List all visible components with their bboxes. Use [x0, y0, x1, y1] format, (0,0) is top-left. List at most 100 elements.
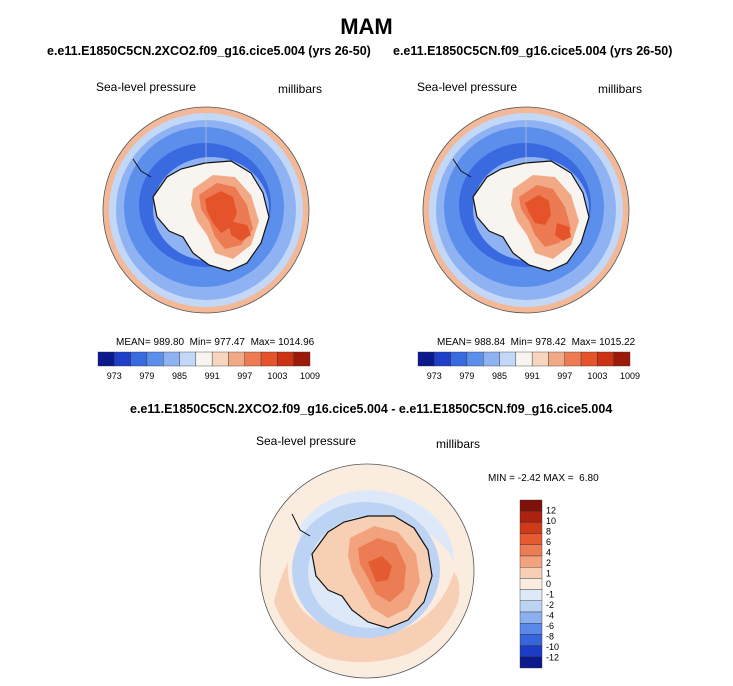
difference-colorbar-tick-label: 6: [546, 537, 551, 547]
panel2-colorbar: 973979985991997100310091015: [417, 351, 640, 381]
panel2-max-label: Max=: [571, 337, 597, 348]
difference-colorbar-swatch: [519, 589, 543, 601]
panel1-stats: MEAN= 989.80 Min= 977.47 Max= 1014.96: [116, 337, 314, 348]
panel2-stats: MEAN= 988.84 Min= 978.42 Max= 1015.22: [437, 337, 635, 348]
difference-variable-label: Sea-level pressure: [256, 434, 357, 448]
difference-colorbar-swatch: [519, 600, 543, 613]
panel1-colorbar-swatch: [195, 351, 213, 367]
difference-colorbar-swatch: [519, 522, 543, 534]
difference-colorbar-swatch: [519, 555, 543, 568]
panel1-max-label: Max=: [250, 337, 276, 348]
panel1-colorbar-tick-label: 973: [107, 371, 122, 381]
panel2-title: e.e11.E1850C5CN.f09_g16.cice5.004 (yrs 2…: [393, 44, 673, 58]
panel1-map: [102, 106, 310, 314]
difference-colorbar-tick-label: 4: [546, 548, 551, 558]
panel1-variable-label: Sea-level pressure: [96, 80, 197, 94]
panel2-colorbar-swatch: [499, 351, 517, 367]
panel1-mean-label: MEAN=: [116, 337, 151, 348]
difference-colorbar-tick-label: -10: [546, 642, 559, 652]
panel2-colorbar-tick-label: 1003: [587, 371, 607, 381]
panel1-colorbar-swatch: [228, 351, 245, 367]
difference-min-label: MIN =: [488, 473, 515, 484]
difference-title: e.e11.E1850C5CN.2XCO2.f09_g16.cice5.004 …: [130, 402, 613, 416]
panel1-colorbar-swatch: [130, 351, 148, 367]
panel2-colorbar-swatch: [483, 351, 500, 367]
difference-map: [259, 463, 475, 679]
difference-units-label: millibars: [436, 437, 481, 451]
difference-max-label: MAX =: [543, 473, 574, 484]
panel2-colorbar-swatch: [548, 351, 565, 367]
panel2-colorbar-tick-label: 997: [557, 371, 572, 381]
difference-colorbar-tick-label: -6: [546, 621, 554, 631]
difference-colorbar-swatch: [519, 611, 543, 624]
panel2-colorbar-swatch: [466, 351, 484, 367]
panel2-mean: 988.84: [474, 337, 506, 348]
panel1-colorbar-tick-label: 985: [172, 371, 187, 381]
difference-colorbar-tick-label: 10: [546, 516, 556, 526]
difference-colorbar-tick-label: 0: [546, 579, 551, 589]
panel2-colorbar-tick-label: 973: [427, 371, 442, 381]
panel2-colorbar-swatch: [580, 351, 598, 367]
panel2-max: 1015.22: [599, 337, 636, 348]
difference-colorbar-swatch: [519, 622, 543, 635]
panel1-colorbar-swatch: [114, 351, 131, 367]
difference-colorbar-swatch: [519, 510, 543, 523]
difference-colorbar-tick-label: -4: [546, 611, 554, 621]
difference-colorbar-tick-label: -8: [546, 632, 554, 642]
panel1-colorbar-swatch: [277, 351, 294, 367]
panel2-map: [422, 106, 630, 314]
panel1-colorbar-tick-label: 997: [237, 371, 252, 381]
page-title: MAM: [340, 14, 393, 39]
panel2-mean-label: MEAN=: [437, 337, 472, 348]
panel2-colorbar-swatch: [450, 351, 468, 367]
panel1-min-label: Min=: [189, 337, 212, 348]
panel1-colorbar-swatch: [260, 351, 278, 367]
panel2-min-label: Min=: [510, 337, 533, 348]
panel1-colorbar-swatch: [97, 351, 115, 367]
difference-colorbar-tick-label: -12: [546, 653, 559, 663]
difference-colorbar-swatch: [519, 578, 543, 590]
panel1-units-label: millibars: [278, 82, 323, 96]
panel2-colorbar-swatch: [434, 351, 451, 367]
difference-colorbar-tick-label: 1: [546, 569, 551, 579]
panel1-colorbar-tick-label: 979: [139, 371, 154, 381]
panel1-colorbar-swatch: [244, 351, 262, 367]
difference-colorbar-swatch: [519, 634, 543, 646]
difference-colorbar-tick-label: 2: [546, 558, 551, 568]
panel2-min: 978.42: [535, 337, 566, 348]
panel1-colorbar-tick-label: 991: [205, 371, 220, 381]
difference-colorbar-tick-label: 12: [546, 506, 556, 516]
difference-colorbar-swatch: [519, 645, 543, 658]
panel1-min: 977.47: [214, 337, 245, 348]
panel1-colorbar-swatch: [211, 351, 229, 367]
panel2-colorbar-tick-label: 985: [492, 371, 507, 381]
panel2-colorbar-tick-label: 991: [525, 371, 540, 381]
panel1-title: e.e11.E1850C5CN.2XCO2.f09_g16.cice5.004 …: [47, 44, 371, 58]
difference-min: -2.42: [517, 473, 541, 484]
difference-colorbar-swatch: [519, 566, 543, 579]
difference-colorbar-swatch: [519, 499, 543, 512]
panel1-max: 1014.96: [278, 337, 315, 348]
difference-colorbar-swatch: [519, 656, 543, 669]
panel2-colorbar-swatch: [515, 351, 533, 367]
panel2-colorbar-tick-label: 979: [459, 371, 474, 381]
panel1-colorbar-swatch: [293, 351, 311, 367]
difference-colorbar-swatch: [519, 544, 543, 557]
difference-max: 6.80: [579, 473, 599, 484]
panel1-colorbar-tick-label: 1009: [300, 371, 320, 381]
panel2-colorbar-swatch: [597, 351, 614, 367]
panel2-colorbar-swatch: [564, 351, 582, 367]
difference-colorbar-tick-label: 8: [546, 527, 551, 537]
panel2-colorbar-swatch: [417, 351, 435, 367]
difference-colorbar-swatch: [519, 533, 543, 545]
panel2-colorbar-swatch: [613, 351, 631, 367]
panel1-colorbar-tick-label: 1003: [267, 371, 287, 381]
panel1-colorbar-swatch: [163, 351, 180, 367]
difference-colorbar-tick-label: -2: [546, 600, 554, 610]
panel2-variable-label: Sea-level pressure: [417, 80, 518, 94]
panel2-units-label: millibars: [598, 82, 643, 96]
panel1-colorbar: 973979985991997100310091015: [97, 351, 320, 381]
panel1-colorbar-swatch: [146, 351, 164, 367]
difference-minmax: MIN = -2.42 MAX = 6.80: [488, 473, 599, 484]
